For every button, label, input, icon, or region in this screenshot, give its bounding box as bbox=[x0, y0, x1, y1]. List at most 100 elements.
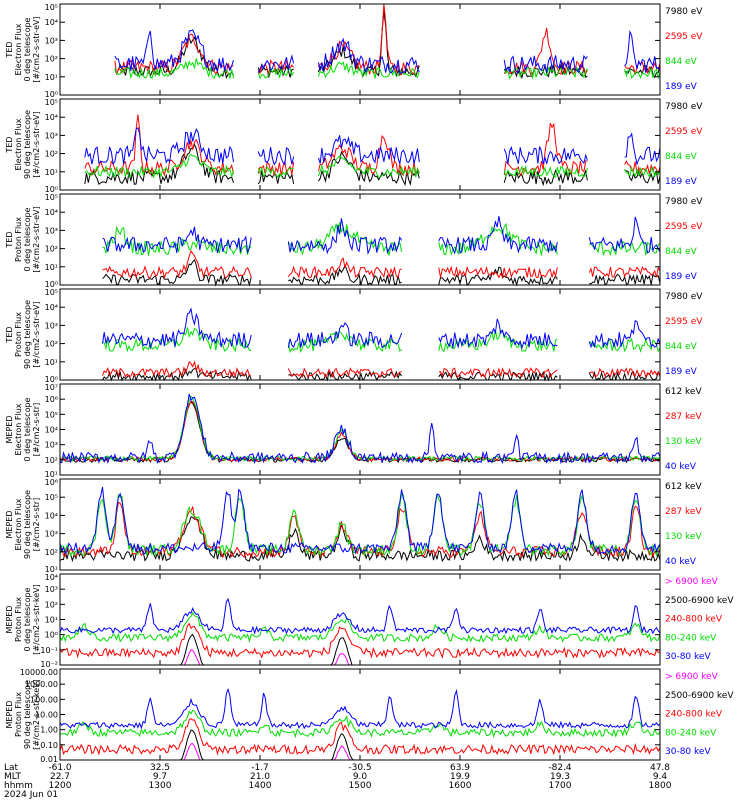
legend-label: 844 eV bbox=[665, 342, 698, 352]
legend-label: 612 keV bbox=[665, 482, 702, 492]
legend-label: 189 eV bbox=[665, 367, 698, 377]
legend-label: 612 keV bbox=[665, 387, 702, 397]
series-line-7-0 bbox=[183, 743, 351, 761]
footer-value: 1400 bbox=[249, 781, 272, 791]
y-tick-label: 10³ bbox=[45, 36, 58, 45]
legend-label: 40 keV bbox=[665, 462, 697, 472]
y-tick-label: 10⁶ bbox=[45, 395, 58, 404]
y-tick-label: 10² bbox=[45, 245, 58, 254]
y-tick-label: 10⁵ bbox=[45, 493, 58, 502]
series-line-0-3 bbox=[114, 29, 661, 74]
legend-label: 287 keV bbox=[665, 507, 702, 517]
footer-value: -82.4 bbox=[548, 763, 572, 773]
footer-value: -1.7 bbox=[251, 763, 269, 773]
footer-value: 22.7 bbox=[50, 772, 70, 782]
footer-value: 1200 bbox=[49, 781, 72, 791]
footer-date: 2024 Jun 01 bbox=[4, 790, 58, 800]
footer-value: -30.5 bbox=[348, 763, 371, 773]
y-tick-label: 0.10 bbox=[40, 741, 58, 750]
y-tick-label: 10² bbox=[45, 150, 58, 159]
y-axis-label: 0 deg telescope bbox=[23, 17, 32, 81]
y-axis-label: Electron Flux bbox=[14, 403, 23, 455]
footer-value: -61.0 bbox=[48, 763, 72, 773]
legend-label: 844 eV bbox=[665, 247, 698, 257]
y-tick-label: 10⁴ bbox=[45, 573, 58, 582]
y-tick-label: 10⁶ bbox=[45, 478, 58, 487]
y-axis-label: 90 deg telescope bbox=[23, 680, 32, 749]
series-line-5-3 bbox=[59, 487, 661, 555]
series-line-3-0 bbox=[102, 367, 661, 382]
footer-value: 32.5 bbox=[150, 763, 170, 773]
y-tick-label: 0.01 bbox=[40, 755, 58, 764]
panel-1: 10⁰ 10¹ 10² 10³ 10⁴ 10⁵ TED Electron Flux 90 deg… bbox=[5, 98, 703, 194]
y-tick-label: 10⁵ bbox=[45, 98, 58, 107]
y-axis-label: [#/cm2-s-str-eV] bbox=[32, 16, 41, 82]
legend-label: 130 keV bbox=[665, 437, 702, 447]
footer-value: 1500 bbox=[349, 781, 372, 791]
y-tick-label: 10³ bbox=[45, 441, 58, 450]
legend-label: > 6900 keV bbox=[665, 672, 719, 682]
legend-label: 7980 eV bbox=[665, 7, 703, 17]
legend-label: 240-800 keV bbox=[665, 615, 723, 625]
series-line-3-3 bbox=[102, 307, 661, 350]
y-axis-label: Proton Flux bbox=[14, 692, 23, 737]
footer-value: 1600 bbox=[449, 781, 472, 791]
y-axis-label: MEPED bbox=[5, 606, 14, 634]
y-axis-label: TED bbox=[5, 41, 14, 58]
y-axis-label: 90 deg telescope bbox=[23, 300, 32, 369]
legend-label: 189 eV bbox=[665, 82, 698, 92]
y-tick-label: 10⁰ bbox=[45, 90, 58, 99]
panel-6: 10⁻² 10⁻¹ 10⁰ 10¹ 10² 10³ 10⁴ MEPED Proton Flux 0… bbox=[5, 573, 734, 669]
y-tick-label: 10³ bbox=[45, 530, 58, 539]
y-tick-label: 10¹ bbox=[45, 565, 58, 574]
legend-label: 7980 eV bbox=[665, 197, 703, 207]
y-tick-label: 10² bbox=[45, 456, 58, 465]
y-tick-label: 10⁰ bbox=[45, 631, 58, 640]
y-tick-label: 10.00 bbox=[35, 711, 58, 720]
series-line-4-3 bbox=[59, 393, 661, 465]
y-tick-label: 10³ bbox=[45, 226, 58, 235]
panel-0: 10⁰ 10¹ 10² 10³ 10⁴ 10⁵ TED Electron Flux 0 deg … bbox=[5, 3, 703, 99]
y-tick-label: 10³ bbox=[45, 321, 58, 330]
series-line-0-2 bbox=[114, 58, 661, 80]
legend-label: 2500-6900 keV bbox=[665, 596, 734, 606]
y-axis-label: Electron Flux bbox=[14, 118, 23, 170]
y-axis-label: Proton Flux bbox=[14, 217, 23, 262]
y-axis-label: 0 deg telescope bbox=[23, 207, 32, 271]
series-line-7-4 bbox=[59, 687, 661, 730]
y-tick-label: 10⁴ bbox=[45, 511, 58, 520]
legend-label: 130 keV bbox=[665, 532, 702, 542]
y-axis-label: Proton Flux bbox=[14, 312, 23, 357]
legend-label: > 6900 keV bbox=[665, 577, 719, 587]
y-axis-label: 0 deg telescope bbox=[23, 397, 32, 461]
y-tick-label: 10⁴ bbox=[45, 208, 58, 217]
legend-label: 7980 eV bbox=[665, 292, 703, 302]
y-tick-label: 10² bbox=[45, 55, 58, 64]
y-tick-label: 10⁰ bbox=[45, 375, 58, 384]
y-tick-label: 10² bbox=[45, 548, 58, 557]
legend-label: 80-240 keV bbox=[665, 728, 717, 738]
y-tick-label: 10⁵ bbox=[45, 3, 58, 12]
y-axis-label: Electron Flux bbox=[14, 23, 23, 75]
y-tick-label: 10⁰ bbox=[45, 185, 58, 194]
series-line-6-0 bbox=[183, 649, 351, 666]
panel-2: 10⁰ 10¹ 10² 10³ 10⁴ 10⁵ TED Proton Flux 0 deg te… bbox=[5, 193, 703, 289]
y-tick-label: 10¹ bbox=[45, 358, 58, 367]
series-line-1-1 bbox=[84, 114, 661, 177]
y-axis-label: TED bbox=[5, 136, 14, 153]
series-line-6-3 bbox=[59, 611, 661, 643]
series-line-2-3 bbox=[102, 216, 661, 255]
footer-value: 1700 bbox=[549, 781, 572, 791]
y-tick-label: 10³ bbox=[45, 585, 58, 594]
legend-label: 287 keV bbox=[665, 412, 702, 422]
series-line-4-0 bbox=[59, 401, 661, 464]
y-tick-label: 10³ bbox=[45, 131, 58, 140]
series-line-7-1 bbox=[180, 729, 355, 761]
y-axis-label: 90 deg telescope bbox=[23, 110, 32, 179]
legend-label: 2595 eV bbox=[665, 32, 703, 42]
legend-label: 240-800 keV bbox=[665, 710, 723, 720]
y-axis-label: [#/cm2-s-str-keV] bbox=[32, 584, 41, 655]
footer-value: 9.0 bbox=[353, 772, 368, 782]
legend-label: 30-80 keV bbox=[665, 652, 711, 662]
